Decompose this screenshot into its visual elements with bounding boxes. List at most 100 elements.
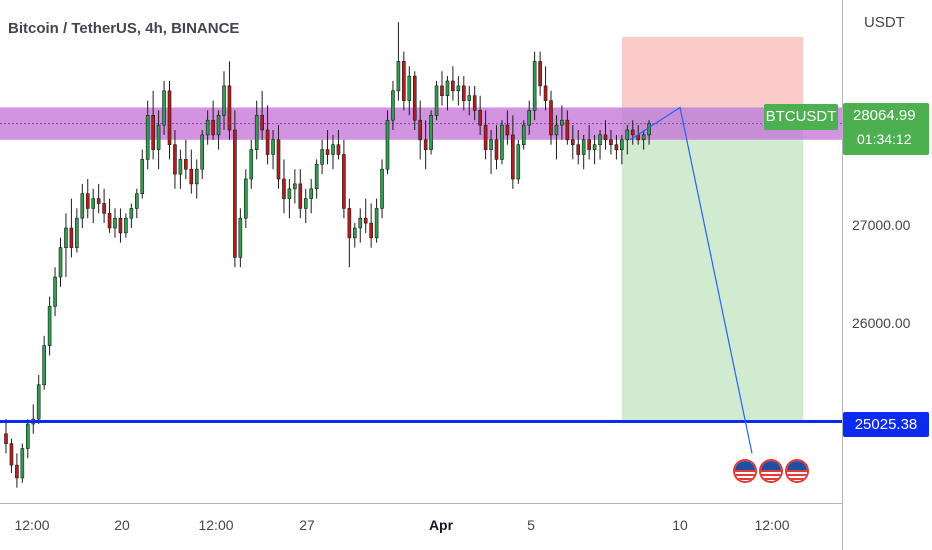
candle-down [347, 208, 352, 239]
candle-up [194, 168, 199, 185]
candle-up [527, 110, 532, 126]
candle-up [396, 61, 401, 92]
candle-up [20, 448, 25, 479]
candle-down [418, 119, 423, 141]
candle-up [271, 139, 275, 155]
candle-up [293, 183, 297, 190]
candle-down [167, 90, 172, 146]
candle-up [598, 134, 602, 145]
time-tick: 20 [114, 517, 130, 533]
candle-down [363, 217, 368, 224]
price-tick: 27000.00 [852, 217, 911, 233]
candle-up [162, 90, 166, 126]
candle-down [412, 75, 417, 121]
price-unit: USDT [864, 14, 905, 31]
candle-down [423, 139, 428, 150]
bar-countdown: 01:34:12 [857, 131, 912, 147]
candle-down [15, 464, 19, 479]
candle-up [75, 217, 79, 248]
candle-up [647, 123, 651, 136]
candle-down [260, 115, 264, 131]
candle-up [320, 149, 324, 165]
candle-down [494, 139, 499, 160]
candle-down [69, 227, 74, 248]
time-tick: 12:00 [14, 517, 50, 533]
candle-up [352, 227, 357, 239]
candle-down [102, 203, 106, 214]
candle-up [80, 193, 85, 219]
candle-up [216, 115, 221, 136]
candle-up [358, 217, 363, 229]
candle-up [407, 75, 412, 101]
candle-up [53, 276, 57, 307]
candle-up [140, 159, 145, 194]
candle-up [380, 168, 384, 209]
candle-up [445, 80, 450, 96]
candle-down [369, 222, 373, 239]
candle-up [581, 139, 586, 155]
time-tick: 12:00 [754, 517, 790, 533]
support-level-badge: 25025.38 [843, 412, 929, 437]
candle-up [25, 423, 30, 449]
candle-up [254, 115, 259, 150]
candle-up [135, 193, 139, 209]
candle-down [96, 198, 101, 204]
candle-up [113, 217, 117, 229]
projection-line[interactable] [629, 106, 753, 454]
symbol-label: BTCUSDT [764, 104, 838, 130]
candle-up [516, 144, 521, 180]
candle-down [440, 85, 444, 97]
candle-up [331, 144, 335, 155]
us-flag-event-icon[interactable] [759, 459, 783, 483]
candle-up [314, 164, 319, 190]
candle-up [205, 119, 210, 136]
candle-up [47, 306, 52, 346]
last-price: 28064.99 [853, 107, 916, 124]
candle-down [342, 154, 346, 209]
candle-down [173, 144, 177, 175]
candle-down [151, 115, 155, 150]
candle-down [587, 139, 591, 150]
time-tick: 12:00 [198, 517, 234, 533]
candle-up [42, 345, 46, 386]
candle-down [336, 144, 341, 155]
us-flag-event-icon[interactable] [733, 459, 757, 483]
candle-down [538, 61, 542, 87]
candle-up [641, 134, 646, 141]
candle-down [4, 433, 8, 444]
time-tick: 5 [527, 517, 535, 533]
candle-down [107, 213, 112, 229]
candle-down [325, 149, 330, 155]
candle-down [189, 168, 194, 185]
price-tick: 26000.00 [852, 315, 911, 331]
candle-down [265, 129, 270, 155]
candle-down [282, 178, 286, 199]
candle-down [614, 144, 619, 150]
chart-title: Bitcoin / TetherUS, 4h, BINANCE [8, 20, 240, 37]
us-flag-event-icon[interactable] [785, 459, 809, 483]
candle-up [521, 124, 526, 145]
candle-up [238, 217, 243, 258]
candle-up [385, 119, 390, 170]
candle-up [58, 247, 63, 278]
candle-up [178, 159, 183, 175]
candle-down [233, 129, 237, 258]
candle-down [472, 95, 477, 111]
candle-down [118, 217, 123, 234]
candle-up [287, 188, 292, 199]
candle-down [549, 100, 553, 136]
candle-up [64, 227, 68, 248]
candle-down [576, 144, 581, 155]
candle-up [374, 208, 379, 239]
candle-up [124, 217, 128, 234]
candle-up [156, 124, 161, 150]
candle-up [200, 134, 204, 170]
candle-down [298, 183, 303, 209]
candle-down [9, 443, 14, 466]
candle-up [91, 198, 95, 209]
candle-up [554, 124, 559, 136]
candle-up [391, 90, 395, 121]
candle-up [303, 198, 308, 209]
candle-down [461, 85, 466, 101]
